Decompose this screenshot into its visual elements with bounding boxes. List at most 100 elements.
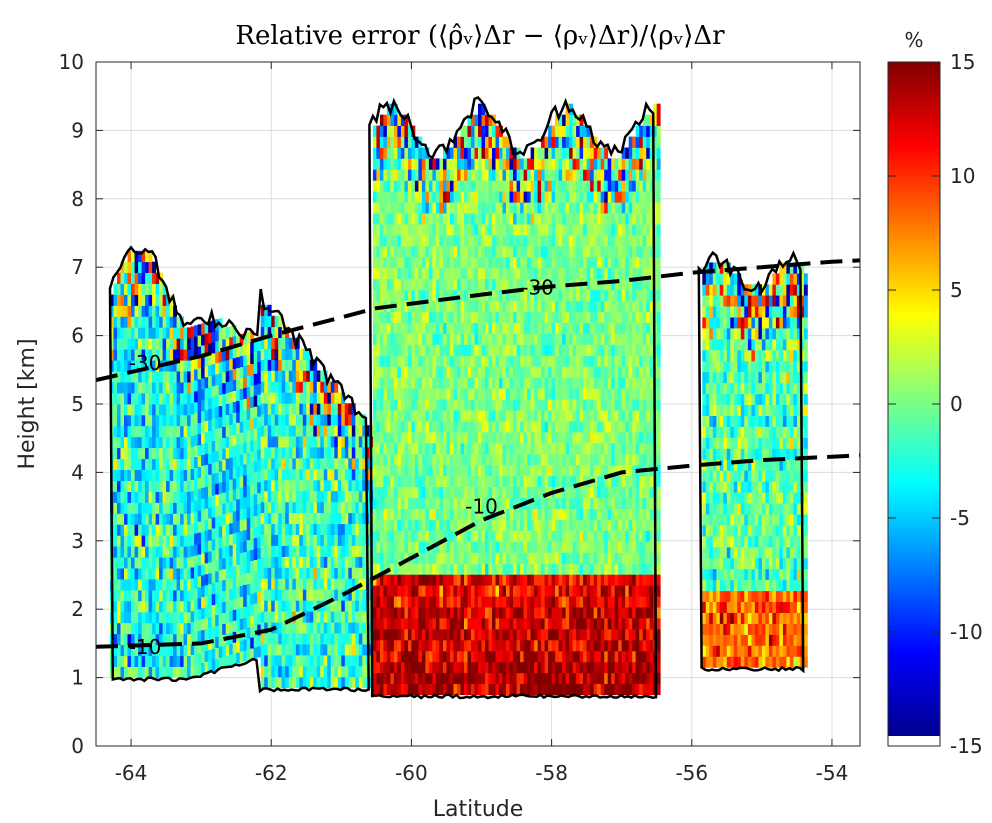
heatmap-cell	[264, 447, 269, 459]
heatmap-cell	[460, 683, 465, 696]
heatmap-cell	[443, 366, 447, 378]
heatmap-cell	[344, 676, 349, 689]
heatmap-cell	[443, 574, 447, 586]
heatmap-cell	[527, 344, 531, 356]
heatmap-cell	[428, 355, 433, 367]
heatmap-cell	[390, 683, 395, 696]
heatmap-cell	[169, 447, 174, 460]
heatmap-cell	[527, 366, 531, 378]
heatmap-cell	[386, 191, 391, 203]
heatmap-cell	[341, 633, 346, 645]
heatmap-cell	[502, 453, 507, 466]
heatmap-cell	[464, 596, 468, 608]
heatmap-cell	[435, 475, 440, 488]
heatmap-cell	[225, 578, 230, 591]
heatmap-cell	[124, 261, 128, 273]
heatmap-cell	[166, 393, 170, 405]
heatmap-cell	[397, 596, 402, 608]
heatmap-cell	[446, 683, 451, 696]
heatmap-cell	[509, 640, 514, 652]
heatmap-cell	[320, 479, 325, 492]
heatmap-cell	[327, 578, 332, 590]
heatmap-cell	[124, 458, 128, 470]
heatmap-cell	[516, 213, 521, 225]
heatmap-cell	[113, 469, 118, 481]
heatmap-cell	[537, 322, 542, 334]
heatmap-cell	[523, 640, 528, 652]
heatmap-cell	[236, 575, 241, 587]
heatmap-cell	[334, 556, 339, 568]
heatmap-cell	[320, 490, 325, 503]
heatmap-cell	[478, 421, 482, 433]
heatmap-cell	[152, 611, 156, 624]
heatmap-cell	[450, 180, 454, 192]
heatmap-cell	[534, 497, 538, 509]
heatmap-cell	[355, 611, 360, 623]
heatmap-cell	[481, 136, 486, 148]
heatmap-cell	[281, 633, 286, 645]
heatmap-cell	[113, 524, 118, 536]
heatmap-cell	[253, 548, 258, 560]
heatmap-cell	[372, 650, 377, 663]
heatmap-cell	[390, 355, 395, 367]
heatmap-cell	[348, 633, 353, 645]
heatmap-cell	[208, 321, 212, 333]
heatmap-cell	[471, 661, 475, 674]
heatmap-cell	[516, 377, 521, 389]
heatmap-cell	[432, 246, 437, 258]
heatmap-cell	[316, 425, 321, 437]
heatmap-cell	[457, 333, 461, 345]
heatmap-cell	[348, 545, 353, 557]
heatmap-cell	[155, 349, 160, 361]
heatmap-cell	[516, 289, 521, 302]
heatmap-cell	[134, 557, 139, 569]
heatmap-cell	[257, 547, 262, 559]
heatmap-cell	[530, 322, 535, 334]
heatmap-cell	[544, 683, 549, 696]
heatmap-cell	[450, 388, 454, 400]
heatmap-cell	[159, 633, 163, 646]
heatmap-cell	[232, 325, 237, 337]
heatmap-cell	[180, 414, 184, 427]
heatmap-cell	[481, 530, 486, 542]
heatmap-cell	[513, 169, 517, 181]
heatmap-cell	[295, 403, 300, 415]
heatmap-cell	[292, 370, 297, 382]
heatmap-cell	[544, 410, 549, 422]
heatmap-cell	[362, 534, 367, 546]
heatmap-cell	[393, 125, 398, 137]
heatmap-cell	[138, 414, 142, 427]
heatmap-cell	[117, 349, 121, 361]
heatmap-cell	[281, 479, 286, 492]
heatmap-cell	[351, 534, 356, 546]
heatmap-cell	[393, 136, 398, 148]
heatmap-cell	[362, 545, 367, 557]
heatmap-cell	[464, 267, 468, 280]
heatmap-cell	[162, 327, 167, 339]
heatmap-cell	[407, 289, 412, 302]
heatmap-cell	[544, 147, 549, 159]
heatmap-cell	[481, 443, 486, 455]
heatmap-cell	[225, 359, 230, 372]
heatmap-cell	[341, 425, 346, 437]
heatmap-cell	[173, 579, 177, 591]
heatmap-cell	[523, 607, 528, 619]
heatmap-cell	[485, 432, 489, 444]
heatmap-cell	[485, 519, 489, 531]
heatmap-cell	[239, 607, 244, 619]
heatmap-cell	[453, 519, 458, 531]
heatmap-cell	[271, 414, 276, 426]
heatmap-cell	[141, 601, 146, 613]
heatmap-cell	[418, 574, 423, 586]
heatmap-cell	[159, 338, 163, 350]
heatmap-cell	[474, 267, 479, 280]
heatmap-cell	[400, 333, 405, 345]
heatmap-cell	[302, 425, 307, 437]
heatmap-cell	[464, 618, 468, 630]
heatmap-cell	[246, 627, 251, 639]
heatmap-cell	[464, 289, 468, 302]
heatmap-cell	[180, 579, 184, 591]
heatmap-cell	[292, 447, 297, 459]
heatmap-cell	[264, 655, 269, 667]
heatmap-cell	[131, 305, 135, 317]
